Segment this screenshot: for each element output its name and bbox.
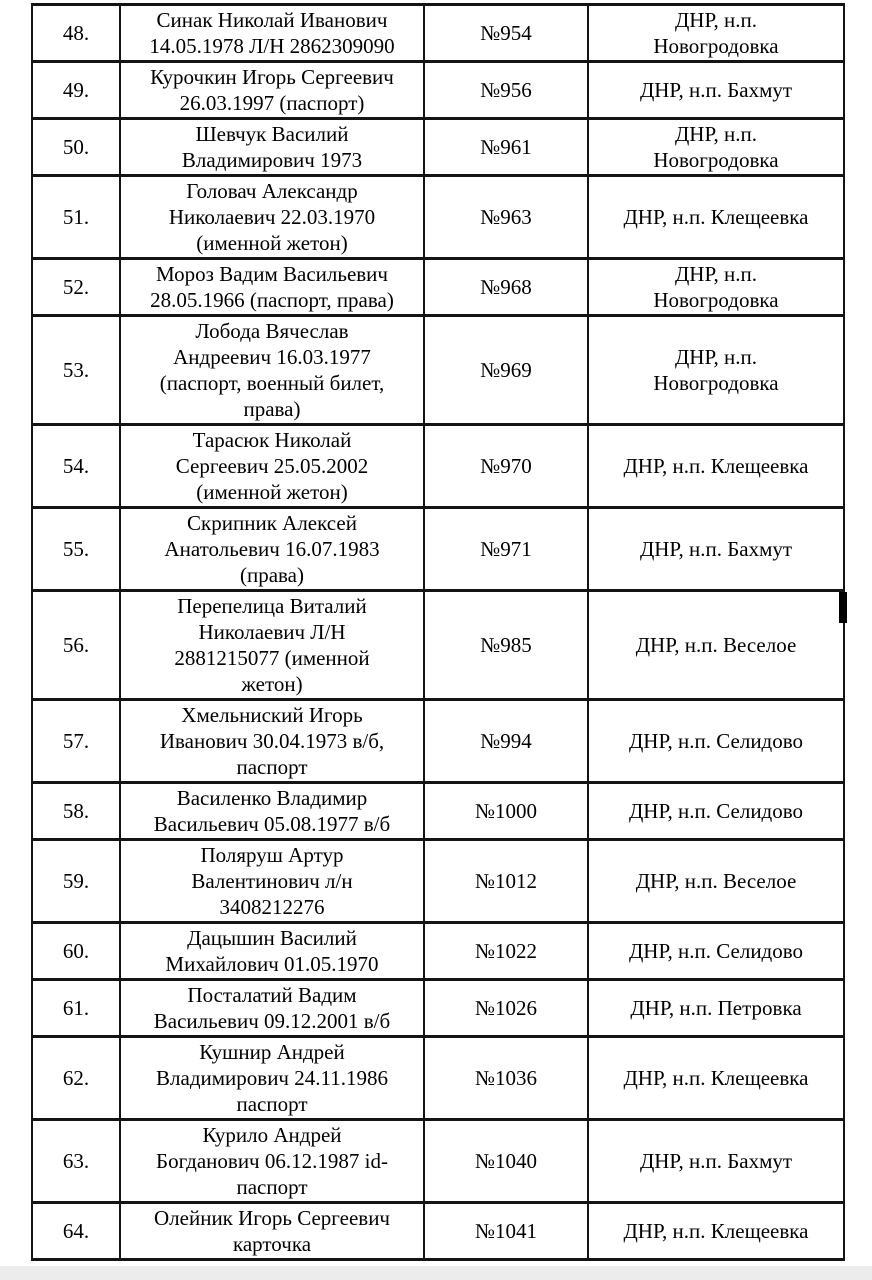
id-number-cell: №1000 [423, 781, 589, 841]
table-row: 51. Головач Александр Николаевич 22.03.1… [31, 174, 845, 260]
location-cell: ДНР, н.п. Клещеевка [587, 1035, 845, 1121]
table-row: 48. Синак Николай Иванович 14.05.1978 Л/… [31, 3, 845, 63]
id-number-cell: №963 [423, 174, 589, 260]
name-cell: Кушнир Андрей Владимирович 24.11.1986 па… [119, 1035, 425, 1121]
row-number-cell: 59. [31, 838, 121, 924]
id-number-cell: №969 [423, 314, 589, 426]
table-row: 59. Поляруш Артур Валентинович л/н 34082… [31, 838, 845, 924]
table-row: 64. Олейник Игорь Сергеевич карточка №10… [31, 1201, 845, 1261]
table-row: 63. Курило Андрей Богданович 06.12.1987 … [31, 1118, 845, 1204]
name-cell: Посталатий Вадим Васильевич 09.12.2001 в… [119, 978, 425, 1038]
table-row: 50. Шевчук Василий Владимирович 1973 №96… [31, 117, 845, 177]
row-number-cell: 57. [31, 698, 121, 784]
table-row: 56. Перепелица Виталий Николаевич Л/Н 28… [31, 589, 845, 701]
id-number-cell: №994 [423, 698, 589, 784]
row-number-cell: 56. [31, 589, 121, 701]
row-number-cell: 55. [31, 506, 121, 592]
id-number-cell: №968 [423, 257, 589, 317]
table-row: 61. Посталатий Вадим Васильевич 09.12.20… [31, 978, 845, 1038]
id-number-cell: №970 [423, 423, 589, 509]
name-cell: Тарасюк Николай Сергеевич 25.05.2002 (им… [119, 423, 425, 509]
location-cell: ДНР, н.п. Селидово [587, 921, 845, 981]
name-cell: Поляруш Артур Валентинович л/н 340821227… [119, 838, 425, 924]
name-cell: Синак Николай Иванович 14.05.1978 Л/Н 28… [119, 3, 425, 63]
location-cell: ДНР, н.п. Бахмут [587, 60, 845, 120]
id-number-cell: №1040 [423, 1118, 589, 1204]
table-row: 53. Лобода Вячеслав Андреевич 16.03.1977… [31, 314, 845, 426]
id-number-cell: №985 [423, 589, 589, 701]
location-cell: ДНР, н.п. Клещеевка [587, 423, 845, 509]
name-cell: Хмельниский Игорь Иванович 30.04.1973 в/… [119, 698, 425, 784]
table-row: 54. Тарасюк Николай Сергеевич 25.05.2002… [31, 423, 845, 509]
id-number-cell: №1012 [423, 838, 589, 924]
name-cell: Лобода Вячеслав Андреевич 16.03.1977 (па… [119, 314, 425, 426]
row-number-cell: 49. [31, 60, 121, 120]
table-row: 55. Скрипник Алексей Анатольевич 16.07.1… [31, 506, 845, 592]
location-cell: ДНР, н.п. Селидово [587, 781, 845, 841]
location-cell: ДНР, н.п. Клещеевка [587, 174, 845, 260]
table-row: 57. Хмельниский Игорь Иванович 30.04.197… [31, 698, 845, 784]
location-cell: ДНР, н.п. Веселое [587, 838, 845, 924]
name-cell: Олейник Игорь Сергеевич карточка [119, 1201, 425, 1261]
id-number-cell: №1041 [423, 1201, 589, 1261]
row-number-cell: 51. [31, 174, 121, 260]
name-cell: Шевчук Василий Владимирович 1973 [119, 117, 425, 177]
location-cell: ДНР, н.п. Новогродовка [587, 257, 845, 317]
location-cell: ДНР, н.п. Бахмут [587, 506, 845, 592]
row-number-cell: 60. [31, 921, 121, 981]
row-number-cell: 64. [31, 1201, 121, 1261]
table-row: 58. Василенко Владимир Васильевич 05.08.… [31, 781, 845, 841]
location-cell: ДНР, н.п. Новогродовка [587, 3, 845, 63]
id-number-cell: №971 [423, 506, 589, 592]
location-cell: ДНР, н.п. Новогродовка [587, 117, 845, 177]
row-number-cell: 62. [31, 1035, 121, 1121]
table-row: 62. Кушнир Андрей Владимирович 24.11.198… [31, 1035, 845, 1121]
row-number-cell: 48. [31, 3, 121, 63]
id-number-cell: №961 [423, 117, 589, 177]
name-cell: Мороз Вадим Васильевич 28.05.1966 (паспо… [119, 257, 425, 317]
name-cell: Василенко Владимир Васильевич 05.08.1977… [119, 781, 425, 841]
location-cell: ДНР, н.п. Клещеевка [587, 1201, 845, 1261]
table-body: 48. Синак Николай Иванович 14.05.1978 Л/… [31, 3, 845, 1261]
name-cell: Головач Александр Николаевич 22.03.1970 … [119, 174, 425, 260]
id-number-cell: №954 [423, 3, 589, 63]
location-cell: ДНР, н.п. Веселое [587, 589, 845, 701]
name-cell: Скрипник Алексей Анатольевич 16.07.1983 … [119, 506, 425, 592]
location-cell: ДНР, н.п. Бахмут [587, 1118, 845, 1204]
table-row: 60. Дацышин Василий Михайлович 01.05.197… [31, 921, 845, 981]
name-cell: Дацышин Василий Михайлович 01.05.1970 [119, 921, 425, 981]
id-number-cell: №956 [423, 60, 589, 120]
cursor-mark [839, 592, 847, 623]
row-number-cell: 50. [31, 117, 121, 177]
row-number-cell: 61. [31, 978, 121, 1038]
row-number-cell: 53. [31, 314, 121, 426]
location-cell: ДНР, н.п. Новогродовка [587, 314, 845, 426]
name-cell: Курило Андрей Богданович 06.12.1987 id- … [119, 1118, 425, 1204]
row-number-cell: 52. [31, 257, 121, 317]
id-number-cell: №1022 [423, 921, 589, 981]
table-row: 52. Мороз Вадим Васильевич 28.05.1966 (п… [31, 257, 845, 317]
row-number-cell: 63. [31, 1118, 121, 1204]
page-bottom-strip [0, 1266, 872, 1280]
row-number-cell: 54. [31, 423, 121, 509]
id-number-cell: №1026 [423, 978, 589, 1038]
name-cell: Перепелица Виталий Николаевич Л/Н 288121… [119, 589, 425, 701]
location-cell: ДНР, н.п. Селидово [587, 698, 845, 784]
row-number-cell: 58. [31, 781, 121, 841]
location-cell: ДНР, н.п. Петровка [587, 978, 845, 1038]
id-number-cell: №1036 [423, 1035, 589, 1121]
name-cell: Курочкин Игорь Сергеевич 26.03.1997 (пас… [119, 60, 425, 120]
prisoner-list-table: 48. Синак Николай Иванович 14.05.1978 Л/… [31, 3, 845, 1261]
table-row: 49. Курочкин Игорь Сергеевич 26.03.1997 … [31, 60, 845, 120]
